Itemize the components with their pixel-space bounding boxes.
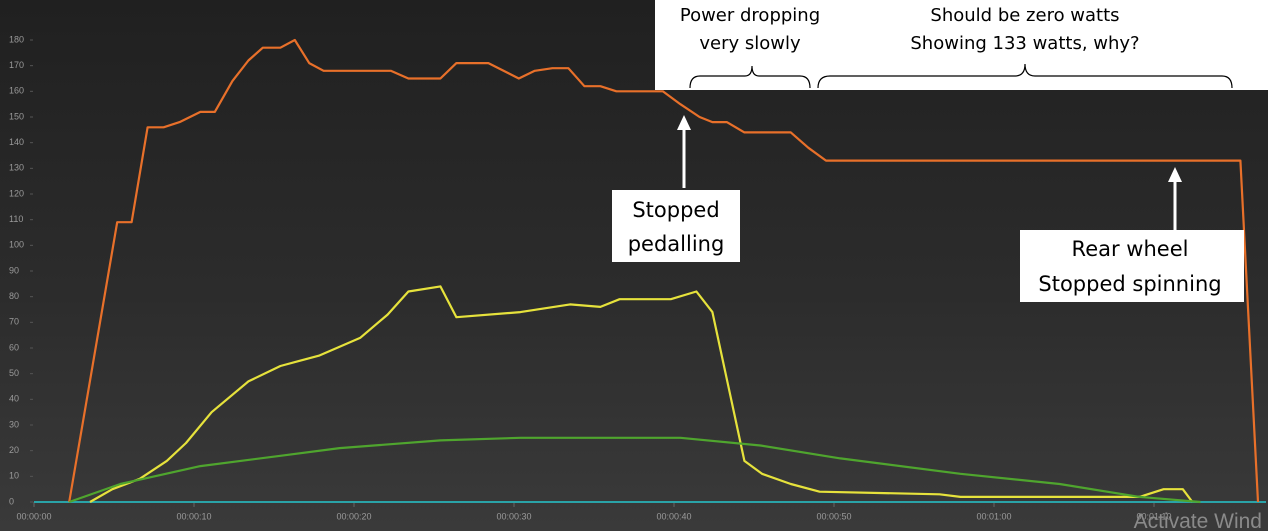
x-tick-label: 00:01:00 — [976, 511, 1011, 521]
y-tick-label: 30 — [9, 419, 19, 429]
arrow-head — [1168, 167, 1182, 182]
y-tick-label: 70 — [9, 317, 19, 327]
y-tick-label: 100 — [9, 240, 24, 250]
y-tick-label: 20 — [9, 445, 19, 455]
y-tick-label: 180 — [9, 34, 24, 44]
x-tick-label: 00:01:10 — [1136, 511, 1171, 521]
annotation: Stopped spinning — [1038, 272, 1221, 296]
annotation-box — [612, 190, 740, 262]
series-line — [68, 38, 1260, 503]
y-tick-label: 50 — [9, 368, 19, 378]
annotation: Rear wheel — [1072, 237, 1189, 261]
plot-area: 0 10 20 30 40 50 60 70 80 90 100 110 120 130 140 150 160… — [9, 34, 1266, 521]
y-tick-label: 10 — [9, 471, 19, 481]
x-tick-label: 00:00:40 — [656, 511, 691, 521]
series-line — [89, 285, 1194, 503]
y-tick-label: 140 — [9, 137, 24, 147]
x-tick-label: 00:00:10 — [176, 511, 211, 521]
annotation: Showing 133 watts, why? — [910, 33, 1139, 54]
y-tick-label: 80 — [9, 291, 19, 301]
y-tick-label: 90 — [9, 265, 19, 275]
x-tick-label: 00:00:20 — [336, 511, 371, 521]
arrow-head — [677, 115, 691, 130]
y-tick-label: 170 — [9, 60, 24, 70]
y-tick-label: 160 — [9, 86, 24, 96]
annotation: Power dropping — [680, 5, 820, 26]
annotation: pedalling — [628, 232, 725, 256]
x-tick-label: 00:00:30 — [496, 511, 531, 521]
annotation: Stopped — [632, 198, 719, 222]
annotation: Should be zero watts — [930, 5, 1119, 26]
y-tick-label: 150 — [9, 111, 24, 121]
annotation-box — [1020, 230, 1244, 302]
x-tick-label: 00:00:50 — [816, 511, 851, 521]
y-tick-label: 130 — [9, 163, 24, 173]
brace — [689, 65, 811, 89]
y-tick-label: 60 — [9, 342, 19, 352]
annotation: very slowly — [699, 33, 801, 54]
x-tick-label: 00:00:00 — [16, 511, 51, 521]
annotation-box — [655, 0, 1268, 90]
y-tick-label: 40 — [9, 394, 19, 404]
y-tick-label: 110 — [9, 214, 23, 224]
y-tick-label: 120 — [9, 188, 24, 198]
series-line — [68, 436, 1201, 504]
brace — [817, 63, 1233, 89]
y-tick-label: 0 — [9, 496, 14, 506]
watermark: Activate Wind — [1134, 510, 1262, 531]
